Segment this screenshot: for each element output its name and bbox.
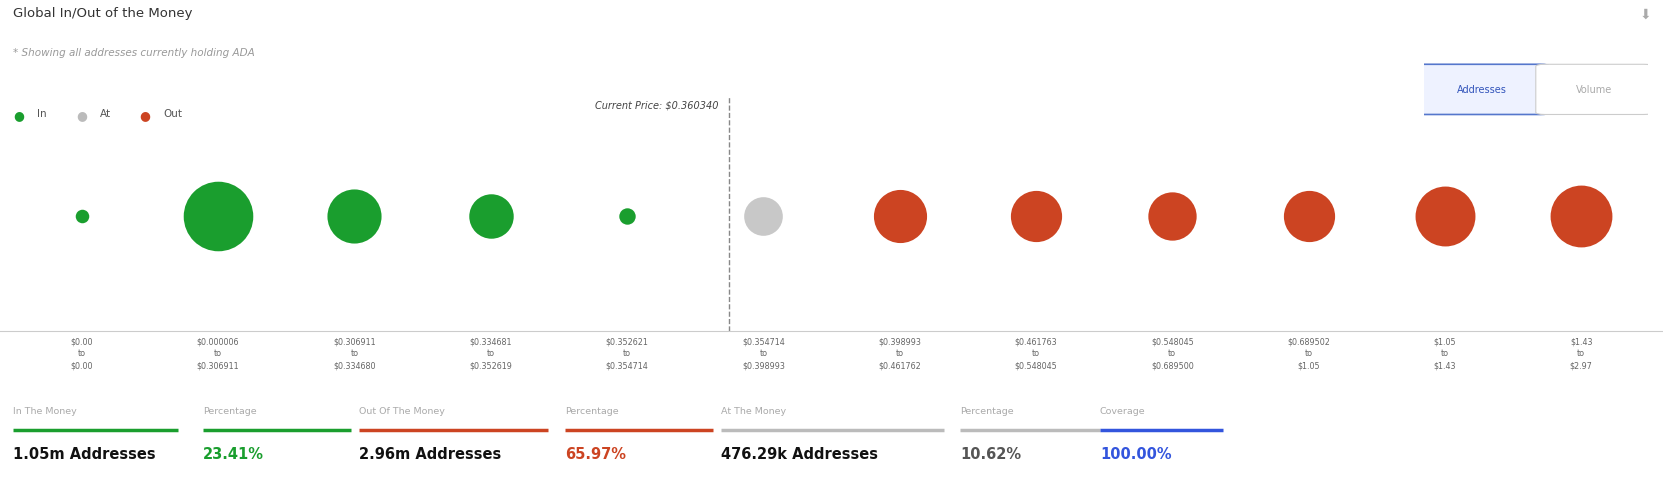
Text: ●: ● bbox=[13, 109, 25, 122]
Text: 100.00%: 100.00% bbox=[1099, 446, 1171, 461]
Text: Out: Out bbox=[163, 109, 181, 119]
Text: $0.689502
to
$1.05: $0.689502 to $1.05 bbox=[1287, 337, 1330, 369]
Text: At The Money: At The Money bbox=[722, 406, 787, 415]
Text: $1.43
to
$2.97: $1.43 to $2.97 bbox=[1570, 337, 1593, 369]
Text: 23.41%: 23.41% bbox=[203, 446, 264, 461]
Point bbox=[477, 213, 504, 221]
Text: 10.62%: 10.62% bbox=[960, 446, 1021, 461]
Text: Percentage: Percentage bbox=[565, 406, 619, 415]
Point bbox=[341, 213, 368, 221]
Text: 2.96m Addresses: 2.96m Addresses bbox=[359, 446, 501, 461]
Text: In The Money: In The Money bbox=[13, 406, 76, 415]
Text: ●: ● bbox=[140, 109, 151, 122]
Text: Current Price: $0.360340: Current Price: $0.360340 bbox=[595, 100, 718, 110]
Point bbox=[1568, 213, 1595, 221]
Point bbox=[205, 213, 231, 221]
Text: 65.97%: 65.97% bbox=[565, 446, 625, 461]
FancyBboxPatch shape bbox=[1537, 65, 1653, 115]
Text: Volume: Volume bbox=[1577, 85, 1611, 95]
Text: Out Of The Money: Out Of The Money bbox=[359, 406, 446, 415]
Text: $0.334681
to
$0.352619: $0.334681 to $0.352619 bbox=[469, 337, 512, 369]
Text: $0.352621
to
$0.354714: $0.352621 to $0.354714 bbox=[605, 337, 649, 369]
FancyBboxPatch shape bbox=[1415, 65, 1550, 115]
Text: $0.354714
to
$0.398993: $0.354714 to $0.398993 bbox=[742, 337, 785, 369]
Point bbox=[68, 213, 95, 221]
Text: 1.05m Addresses: 1.05m Addresses bbox=[13, 446, 156, 461]
Text: $1.05
to
$1.43: $1.05 to $1.43 bbox=[1434, 337, 1457, 369]
Text: At: At bbox=[100, 109, 111, 119]
Text: $0.398993
to
$0.461762: $0.398993 to $0.461762 bbox=[878, 337, 921, 369]
Point bbox=[1023, 213, 1049, 221]
Point bbox=[886, 213, 913, 221]
Text: $0.00
to
$0.00: $0.00 to $0.00 bbox=[70, 337, 93, 369]
Text: Coverage: Coverage bbox=[1099, 406, 1146, 415]
Point bbox=[1295, 213, 1322, 221]
Text: $0.306911
to
$0.334680: $0.306911 to $0.334680 bbox=[333, 337, 376, 369]
Text: Percentage: Percentage bbox=[960, 406, 1013, 415]
Text: Addresses: Addresses bbox=[1457, 85, 1507, 95]
Point bbox=[614, 213, 640, 221]
Text: $0.461763
to
$0.548045: $0.461763 to $0.548045 bbox=[1014, 337, 1058, 369]
Point bbox=[1432, 213, 1458, 221]
Text: 476.29k Addresses: 476.29k Addresses bbox=[722, 446, 878, 461]
Point bbox=[1159, 213, 1186, 221]
Text: * Showing all addresses currently holding ADA: * Showing all addresses currently holdin… bbox=[13, 48, 254, 59]
Text: $0.548045
to
$0.689500: $0.548045 to $0.689500 bbox=[1151, 337, 1194, 369]
Text: ⬇: ⬇ bbox=[1640, 7, 1651, 21]
Text: $0.000006
to
$0.306911: $0.000006 to $0.306911 bbox=[196, 337, 239, 369]
Text: Percentage: Percentage bbox=[203, 406, 256, 415]
Point bbox=[750, 213, 777, 221]
Text: ●: ● bbox=[76, 109, 88, 122]
Text: In: In bbox=[37, 109, 47, 119]
Text: Global In/Out of the Money: Global In/Out of the Money bbox=[13, 7, 193, 20]
